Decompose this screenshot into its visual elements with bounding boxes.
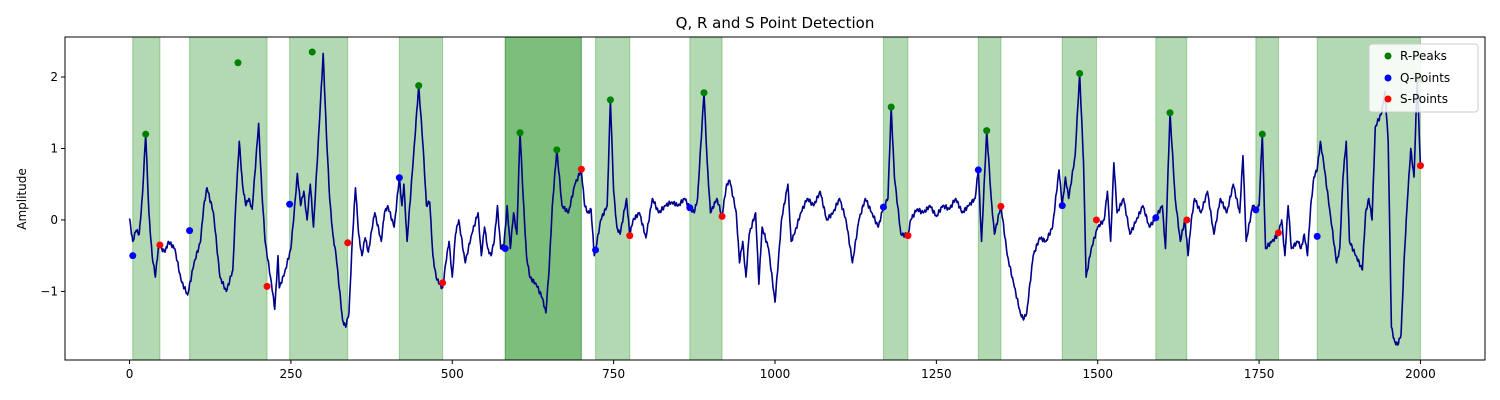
chart-title: Q, R and S Point Detection xyxy=(676,14,875,32)
legend-s-points-marker xyxy=(1384,95,1392,103)
highlight-regions xyxy=(132,36,1421,361)
highlight-region xyxy=(1155,36,1188,361)
s-point xyxy=(1092,216,1100,224)
q-point xyxy=(974,166,982,174)
x-tick-label: 1250 xyxy=(921,367,952,381)
q-point xyxy=(1152,214,1160,222)
r-peak-point xyxy=(142,130,150,138)
x-tick-label: 2000 xyxy=(1405,367,1436,381)
q-point xyxy=(501,245,509,253)
highlight-region xyxy=(595,36,631,361)
x-tick-label: 0 xyxy=(126,367,134,381)
s-point xyxy=(1416,162,1424,170)
q-point xyxy=(129,252,137,260)
legend-q-points-marker xyxy=(1384,74,1392,82)
ecg-signal-line xyxy=(128,52,1422,346)
r-peak-point xyxy=(553,146,561,154)
legend-r-peaks-label: R-Peaks xyxy=(1400,49,1447,63)
x-tick-label: 1750 xyxy=(1244,367,1275,381)
s-point xyxy=(344,239,352,247)
q-point xyxy=(592,246,600,254)
detected-points xyxy=(129,48,1424,290)
s-point xyxy=(1183,216,1191,224)
highlight-region xyxy=(977,36,1002,361)
x-tick-label: 250 xyxy=(279,367,302,381)
axes: 0 250 500 750 1000 1250 1500 1750 2000 −1 0 1 2 xyxy=(40,70,1435,381)
x-tick-label: 1500 xyxy=(1082,367,1113,381)
r-peak-point xyxy=(1166,109,1174,117)
highlight-region xyxy=(189,36,268,361)
s-point xyxy=(263,282,271,290)
q-point xyxy=(879,203,887,211)
x-tick-label: 500 xyxy=(441,367,464,381)
s-point xyxy=(626,232,634,240)
y-tick-label: 1 xyxy=(50,141,58,155)
y-tick-label: −1 xyxy=(40,284,58,298)
s-point xyxy=(904,232,912,240)
r-peak-point xyxy=(415,82,423,90)
q-point xyxy=(686,204,694,212)
r-peak-point xyxy=(308,48,316,56)
legend-s-points-label: S-Points xyxy=(1400,92,1448,106)
q-point xyxy=(186,227,194,235)
q-point xyxy=(1313,232,1321,240)
r-peak-point xyxy=(516,129,524,137)
r-peak-point xyxy=(983,127,991,135)
s-point xyxy=(997,202,1005,210)
s-point xyxy=(718,212,726,220)
x-tick-label: 1000 xyxy=(760,367,791,381)
legend-q-points-label: Q-Points xyxy=(1400,71,1450,85)
r-peak-point xyxy=(700,89,708,97)
q-point xyxy=(1252,206,1260,214)
x-tick-label: 750 xyxy=(602,367,625,381)
legend-box xyxy=(1368,43,1479,113)
r-peak-point xyxy=(234,59,242,67)
highlight-region xyxy=(289,36,349,361)
r-peak-point xyxy=(1076,69,1084,77)
r-peak-point xyxy=(1258,130,1266,138)
y-tick-label: 2 xyxy=(50,70,58,84)
s-point xyxy=(577,165,585,173)
r-peak-point xyxy=(606,96,614,104)
legend-r-peaks-marker xyxy=(1384,52,1392,60)
y-tick-label: 0 xyxy=(50,213,58,227)
s-point xyxy=(1274,229,1282,237)
q-point xyxy=(1058,202,1066,210)
s-point xyxy=(439,279,447,287)
q-point xyxy=(395,174,403,182)
highlight-region xyxy=(132,36,161,361)
highlight-region xyxy=(504,36,582,361)
signal-series xyxy=(128,52,1422,346)
legend: R-Peaks Q-Points S-Points xyxy=(1368,43,1479,113)
q-point xyxy=(286,200,294,208)
s-point xyxy=(156,241,164,249)
r-peak-point xyxy=(887,103,895,111)
y-axis-label: Amplitude xyxy=(15,168,29,230)
